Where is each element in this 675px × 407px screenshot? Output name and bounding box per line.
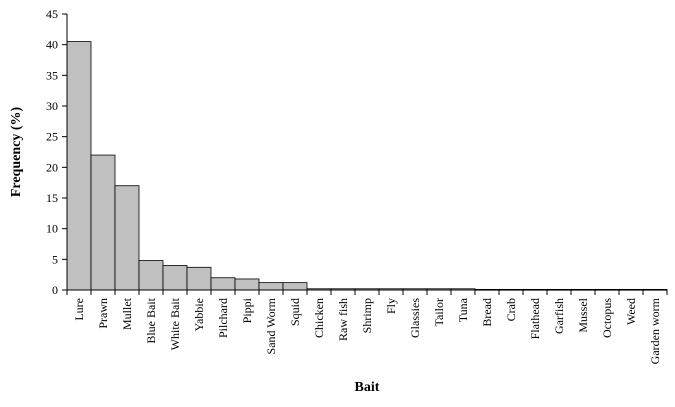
bars-group xyxy=(66,41,668,291)
y-tick-label: 30 xyxy=(46,99,58,113)
bar-white-bait xyxy=(162,265,188,291)
y-tick-label: 45 xyxy=(46,7,58,21)
x-tick-label: Garden worm xyxy=(648,297,662,364)
x-tick-label: Pilchard xyxy=(216,298,230,338)
x-tick-label: Flathead xyxy=(528,298,542,339)
x-tick-label: Yabbie xyxy=(192,298,206,331)
y-tick-label: 10 xyxy=(46,222,58,236)
x-tick-label: Lure xyxy=(72,298,86,321)
x-tick-label: Prawn xyxy=(96,298,110,329)
bar-sand-worm xyxy=(258,282,284,291)
x-tick-label: Weed xyxy=(624,298,638,325)
bar-lure xyxy=(66,41,92,291)
x-tick-label: Crab xyxy=(504,298,518,321)
y-tick-label: 20 xyxy=(46,160,58,174)
y-tick-label: 15 xyxy=(46,191,58,205)
x-axis-ticks: Lure Prawn Mullet Blue Bait White Bait Yabbie… xyxy=(66,290,668,364)
x-tick-label: Sand Worm xyxy=(264,297,278,354)
bar-prawn xyxy=(90,154,116,291)
x-tick-label: Octopus xyxy=(600,298,614,338)
x-tick-label: Pippi xyxy=(240,297,254,323)
x-tick-label: White Bait xyxy=(168,297,182,350)
y-tick-label: 40 xyxy=(46,38,58,52)
x-tick-label: Tuna xyxy=(456,297,470,322)
x-tick-label: Chicken xyxy=(312,298,326,338)
x-tick-label: Glassies xyxy=(408,298,422,338)
y-tick-label: 5 xyxy=(52,252,58,266)
y-tick-label: 0 xyxy=(52,283,58,297)
bar-mullet xyxy=(114,185,140,291)
bar-pilchard xyxy=(210,277,236,291)
x-tick-label: Fly xyxy=(384,298,398,314)
x-tick-label: Squid xyxy=(288,298,302,326)
y-axis-ticks: 0 5 10 15 20 25 30 35 40 45 xyxy=(46,7,67,297)
x-tick-label: Tailor xyxy=(432,298,446,326)
bar-squid xyxy=(282,282,308,291)
x-axis-title: Bait xyxy=(355,380,380,395)
bar-blue-bait xyxy=(138,260,164,291)
y-tick-label: 25 xyxy=(46,130,58,144)
bar-yabbie xyxy=(186,266,212,291)
x-tick-label: Raw fish xyxy=(336,298,350,341)
x-tick-label: Mussel xyxy=(576,297,590,332)
x-tick-label: Garfish xyxy=(552,298,566,334)
x-tick-label: Bread xyxy=(480,298,494,327)
y-tick-label: 35 xyxy=(46,68,58,82)
bar-pippi xyxy=(234,278,260,291)
x-tick-label: Shrimp xyxy=(360,298,374,333)
x-tick-label: Mullet xyxy=(120,297,134,330)
y-axis-title: Frequency (%) xyxy=(9,106,24,197)
x-tick-label: Blue Bait xyxy=(144,297,158,343)
